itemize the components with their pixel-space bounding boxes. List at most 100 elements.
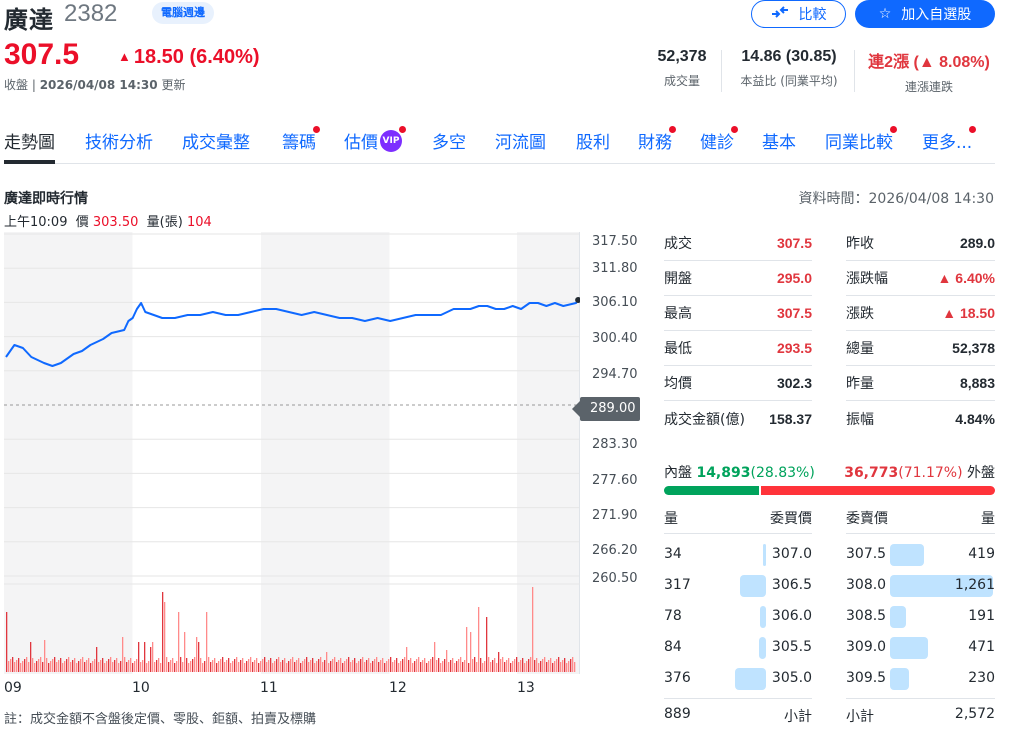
stat-label: 開盤	[664, 271, 692, 287]
intraday-chart[interactable]	[4, 232, 580, 674]
status-suffix: 更新	[161, 78, 186, 92]
compare-label: 比較	[798, 7, 827, 23]
tab-bar: 走勢圖 技術分析 成交彙整 籌碼 估價 VIP 多空 河流圖 股利 財務 健診 基…	[4, 124, 995, 164]
up-arrow-icon: ▲	[118, 49, 131, 64]
divider	[854, 50, 855, 92]
inner-outer-volume: 內盤 14,893(28.83%) 36,773(71.17%) 外盤	[664, 462, 995, 482]
watchlist-label: 加入自選股	[901, 7, 972, 23]
price-change: ▲ 18.50 (6.40%)	[118, 46, 260, 69]
y-axis-label: 271.90	[592, 508, 638, 523]
kpi-label: 成交量	[663, 74, 700, 88]
stat-label: 漲跌幅	[846, 271, 888, 287]
stat-row: 開盤 295.0	[664, 261, 812, 296]
stat-label: 最高	[664, 306, 692, 322]
bid-volume-bar	[735, 668, 766, 690]
bid-volume: 84	[664, 639, 682, 655]
stat-value: 4.84%	[955, 410, 995, 427]
stock-code: 2382	[64, 0, 118, 27]
tab-trend-chart[interactable]: 走勢圖	[4, 128, 55, 164]
ask-volume-bar	[890, 575, 993, 597]
prev-close-marker: 289.00	[572, 397, 640, 421]
notification-dot-icon	[731, 126, 738, 133]
stat-value: 302.3	[776, 375, 812, 391]
stat-row: 成交 307.5	[664, 226, 812, 261]
hover-time: 上午10:09	[4, 215, 68, 230]
bid-volume: 78	[664, 608, 682, 624]
bid-volume: 34	[664, 546, 682, 562]
industry-tag[interactable]: 電腦週邊	[152, 2, 214, 24]
bid-price-header: 委買價	[770, 511, 812, 527]
x-axis-label: 13	[517, 680, 535, 696]
x-axis-label: 09	[4, 680, 22, 696]
bid-price: 306.5	[771, 577, 812, 593]
ask-price: 308.0	[846, 577, 887, 593]
stat-label: 總量	[846, 341, 874, 357]
tab-technical[interactable]: 技術分析	[85, 133, 153, 153]
subtotal-label: 小計	[846, 709, 874, 725]
stat-row: 漲跌 ▲ 18.50	[846, 296, 995, 331]
y-axis-label: 277.60	[592, 473, 638, 488]
stat-row: 均價 302.3	[664, 366, 812, 401]
tab-valuation[interactable]: 估價 VIP	[344, 126, 406, 154]
divider	[846, 698, 995, 699]
tab-dividend[interactable]: 股利	[576, 133, 610, 153]
bid-price: 305.5	[771, 639, 812, 655]
stat-value: 307.5	[776, 235, 812, 251]
ask-subtotal: 2,572	[954, 706, 995, 722]
bid-volume-bar	[759, 606, 766, 628]
tab-chips[interactable]: 籌碼	[282, 126, 320, 153]
ask-volume-bar	[890, 544, 925, 566]
bid-row: 376 305.0	[664, 664, 812, 695]
add-watchlist-button[interactable]: ☆ 加入自選股	[855, 0, 995, 28]
kpi-value: 52,378	[657, 48, 707, 65]
status-label: 收盤	[4, 78, 29, 92]
tab-river-chart[interactable]: 河流圖	[495, 133, 546, 153]
outer-label: 外盤	[967, 465, 995, 481]
tab-basic[interactable]: 基本	[762, 133, 796, 153]
compare-button[interactable]: 比較	[751, 0, 846, 28]
data-timestamp: 資料時間：2026/04/08 14:30	[798, 191, 995, 207]
stat-value: 295.0	[776, 270, 812, 286]
inner-bar	[664, 486, 760, 495]
y-axis-label: 311.80	[592, 261, 638, 276]
notification-dot-icon	[890, 126, 897, 133]
star-icon: ☆	[878, 6, 892, 22]
bid-volume-bar	[740, 575, 766, 597]
x-axis-label: 10	[132, 680, 150, 696]
divider	[721, 50, 722, 92]
ask-volume: 1,261	[954, 577, 995, 593]
tab-trade-summary[interactable]: 成交彙整	[182, 133, 250, 153]
ask-volume: 419	[968, 546, 995, 562]
compare-arrows-icon	[771, 5, 789, 23]
tab-peer-compare[interactable]: 同業比較	[825, 126, 897, 153]
ask-price: 308.5	[846, 608, 887, 624]
subtotal-label: 小計	[784, 709, 812, 725]
section-title: 廣達即時行情	[4, 191, 88, 207]
ask-volume: 471	[968, 639, 995, 655]
hover-volume: 104	[186, 215, 212, 230]
ask-volume-bar	[890, 668, 909, 690]
ask-price-header: 委賣價	[846, 511, 888, 527]
bid-header: 量 委買價	[664, 508, 812, 534]
notification-dot-icon	[669, 126, 676, 133]
stat-value: ▲ 18.50	[942, 305, 995, 321]
bid-price: 306.0	[771, 608, 812, 624]
stat-row: 總量 52,378	[846, 331, 995, 366]
stat-value: 52,378	[952, 340, 995, 356]
tab-more[interactable]: 更多...	[922, 126, 977, 153]
stat-row: 成交金額(億) 158.37	[664, 401, 812, 436]
bid-vol-header: 量	[664, 511, 678, 527]
tab-diagnosis[interactable]: 健診	[700, 126, 738, 153]
bid-row: 78 306.0	[664, 602, 812, 633]
kpi-label: 連漲連跌	[904, 80, 953, 94]
tab-bull-bear[interactable]: 多空	[432, 133, 466, 153]
ask-volume-bar	[890, 606, 906, 628]
kpi-value: 連2漲 (▲ 8.08%)	[868, 54, 990, 71]
bid-volume-bar	[763, 544, 766, 566]
bid-volume: 376	[664, 670, 691, 686]
stat-label: 最低	[664, 341, 692, 357]
tab-financial[interactable]: 財務	[638, 126, 676, 153]
outer-pct: (71.17%)	[898, 465, 963, 481]
ask-subtotal-row: 小計 2,572	[846, 706, 995, 726]
notification-dot-icon	[399, 126, 406, 133]
